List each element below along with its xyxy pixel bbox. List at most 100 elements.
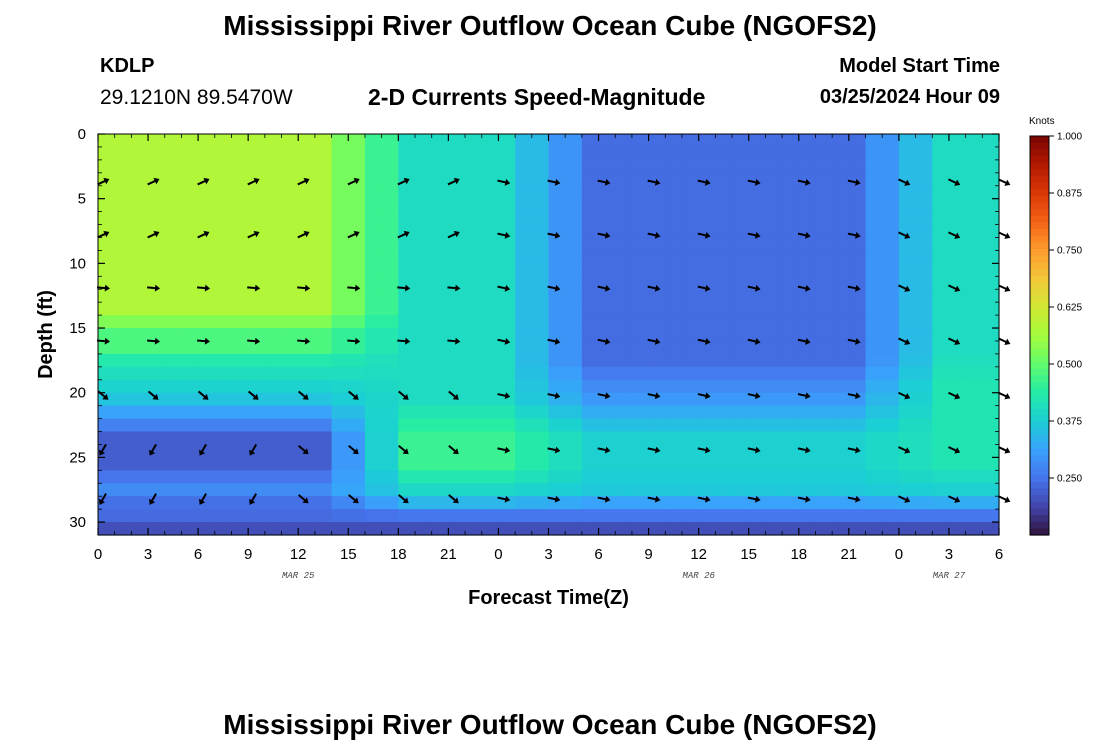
heatmap-cell: [381, 340, 399, 355]
heatmap-cell: [248, 146, 266, 161]
heatmap-cell: [932, 418, 950, 433]
heatmap-cell: [131, 263, 149, 277]
heatmap-cell: [782, 250, 800, 264]
heatmap-cell: [782, 418, 800, 433]
heatmap-cell: [515, 289, 533, 303]
heatmap-cell: [415, 418, 433, 433]
heatmap-cell: [398, 405, 416, 420]
heatmap-cell: [515, 457, 533, 471]
heatmap-cell: [231, 237, 249, 252]
heatmap-cell: [648, 509, 666, 523]
heatmap-cell: [898, 211, 917, 226]
heatmap-cell: [982, 483, 1000, 497]
current-vector: [948, 391, 961, 400]
heatmap-cell: [548, 302, 566, 316]
heatmap-cell: [198, 250, 216, 264]
heatmap-cell: [932, 509, 950, 523]
heatmap-cell: [698, 250, 716, 264]
heatmap-cell: [665, 496, 683, 510]
heatmap-cell: [832, 392, 850, 407]
current-vector: [149, 493, 157, 505]
heatmap-cell: [364, 302, 383, 316]
heatmap-cell: [148, 509, 166, 523]
heatmap-cell: [548, 263, 566, 277]
heatmap-cell: [448, 340, 466, 355]
heatmap-cell: [465, 289, 483, 303]
heatmap-cell: [882, 366, 900, 381]
heatmap-cell: [281, 328, 299, 342]
current-vector: [747, 231, 761, 239]
colorbar-segment: [1030, 388, 1049, 396]
heatmap-cell: [598, 353, 616, 368]
heatmap-cell: [448, 405, 466, 420]
heatmap-cell: [131, 315, 149, 329]
heatmap-cell: [164, 496, 183, 510]
heatmap-cell: [364, 250, 383, 264]
heatmap-cell: [681, 457, 700, 471]
current-vector: [297, 444, 309, 455]
heatmap-cell: [415, 366, 433, 381]
heatmap-cell: [465, 172, 483, 187]
heatmap-cell: [181, 483, 199, 497]
heatmap-cell: [281, 522, 299, 536]
heatmap-cell: [681, 198, 700, 213]
heatmap-cell: [782, 522, 800, 536]
heatmap-cell: [98, 211, 116, 226]
x-tick-label: 12: [690, 546, 707, 563]
heatmap-cell: [982, 237, 1000, 252]
heatmap-cell: [214, 146, 233, 161]
colorbar-segment: [1030, 222, 1049, 230]
heatmap-cell: [281, 276, 299, 290]
heatmap-cell: [615, 224, 633, 239]
heatmap-cell: [281, 250, 299, 264]
heatmap-cell: [331, 250, 349, 264]
heatmap-cell: [648, 379, 666, 394]
heatmap-cell: [398, 159, 416, 174]
heatmap-cell: [148, 340, 166, 355]
heatmap-cell: [431, 457, 449, 471]
heatmap-cell: [565, 263, 583, 277]
x-axis-tick-labels: 0 3 6 9 12 15 18 21 0 3 6 9 12 15 18 21 0 3 6: [94, 546, 1003, 563]
colorbar-segment: [1030, 408, 1049, 416]
colorbar-segment: [1030, 468, 1049, 476]
heatmap-cell: [515, 302, 533, 316]
heatmap-cell: [331, 237, 349, 252]
heatmap-cell: [948, 522, 967, 536]
heatmap-cell: [298, 315, 316, 329]
heatmap-cell: [415, 509, 433, 523]
heatmap-cell: [298, 237, 316, 252]
heatmap-cell: [615, 392, 633, 407]
heatmap-cell: [264, 289, 283, 303]
colorbar-segment: [1030, 355, 1049, 363]
colorbar-tick-label: 0.250: [1057, 474, 1082, 485]
heatmap-cell: [415, 522, 433, 536]
current-vector: [597, 284, 611, 292]
heatmap-cell: [932, 353, 950, 368]
heatmap-cell: [164, 289, 183, 303]
heatmap-cell: [732, 211, 750, 226]
heatmap-cell: [431, 522, 449, 536]
heatmap-cell: [398, 250, 416, 264]
heatmap-cell: [832, 237, 850, 252]
heatmap-cell: [915, 379, 933, 394]
colorbar-segment: [1030, 302, 1049, 310]
heatmap-cell: [131, 134, 149, 148]
heatmap-cell: [381, 509, 399, 523]
y-tick-label: 0: [78, 126, 86, 143]
heatmap-cell: [281, 366, 299, 381]
heatmap-cell: [298, 405, 316, 420]
heatmap-cell: [765, 237, 783, 252]
heatmap-cell: [565, 159, 583, 174]
heatmap-cell: [281, 159, 299, 174]
heatmap-cell: [364, 172, 383, 187]
heatmap-cell: [982, 224, 1000, 239]
heatmap-cell: [364, 509, 383, 523]
current-vector: [197, 284, 211, 292]
heatmap-cell: [231, 379, 249, 394]
colorbar-frame: [1029, 135, 1050, 536]
current-vector: [147, 177, 160, 186]
heatmap-cell: [214, 224, 233, 239]
heatmap-cell: [431, 366, 449, 381]
heatmap-cell: [98, 159, 116, 174]
heatmap-cell: [615, 172, 633, 187]
